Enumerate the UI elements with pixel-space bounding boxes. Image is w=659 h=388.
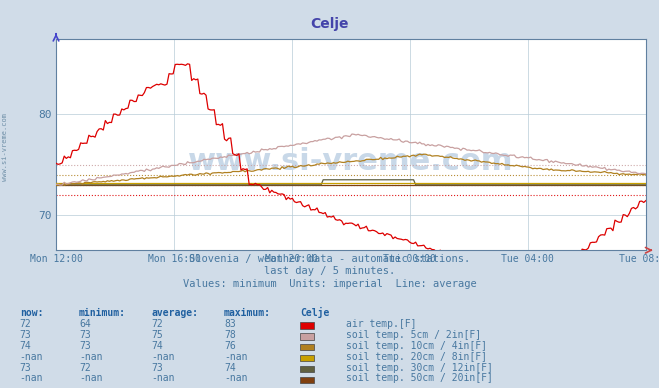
Text: 74: 74 [152,341,163,351]
Text: Slovenia / weather data - automatic stations.: Slovenia / weather data - automatic stat… [189,254,470,264]
Text: 78: 78 [224,330,236,340]
Text: -nan: -nan [152,352,175,362]
Text: 76: 76 [224,341,236,351]
Text: -nan: -nan [152,373,175,383]
Text: soil temp. 50cm / 20in[F]: soil temp. 50cm / 20in[F] [346,373,493,383]
Text: www.si-vreme.com: www.si-vreme.com [2,113,9,182]
Text: average:: average: [152,308,198,318]
Text: -nan: -nan [224,352,248,362]
Text: 73: 73 [79,330,91,340]
Text: maximum:: maximum: [224,308,271,318]
Text: Values: minimum  Units: imperial  Line: average: Values: minimum Units: imperial Line: av… [183,279,476,289]
Text: -nan: -nan [224,373,248,383]
Text: soil temp. 30cm / 12in[F]: soil temp. 30cm / 12in[F] [346,362,493,372]
Text: minimum:: minimum: [79,308,126,318]
Text: last day / 5 minutes.: last day / 5 minutes. [264,266,395,276]
Text: 83: 83 [224,319,236,329]
Text: -nan: -nan [79,373,103,383]
Text: 64: 64 [79,319,91,329]
Text: -nan: -nan [20,373,43,383]
Text: 75: 75 [152,330,163,340]
Text: soil temp. 20cm / 8in[F]: soil temp. 20cm / 8in[F] [346,352,487,362]
Text: 73: 73 [79,341,91,351]
Text: 73: 73 [152,362,163,372]
Text: 72: 72 [79,362,91,372]
Text: soil temp. 5cm / 2in[F]: soil temp. 5cm / 2in[F] [346,330,481,340]
Text: 73: 73 [20,362,32,372]
Text: air temp.[F]: air temp.[F] [346,319,416,329]
Text: Celje: Celje [310,17,349,31]
Text: now:: now: [20,308,43,318]
Text: 74: 74 [20,341,32,351]
Text: -nan: -nan [20,352,43,362]
Text: 72: 72 [152,319,163,329]
Text: soil temp. 10cm / 4in[F]: soil temp. 10cm / 4in[F] [346,341,487,351]
Text: -nan: -nan [79,352,103,362]
Text: 72: 72 [20,319,32,329]
Text: www.si-vreme.com: www.si-vreme.com [188,147,513,176]
Text: Celje: Celje [300,307,330,318]
Text: 73: 73 [20,330,32,340]
Text: 74: 74 [224,362,236,372]
